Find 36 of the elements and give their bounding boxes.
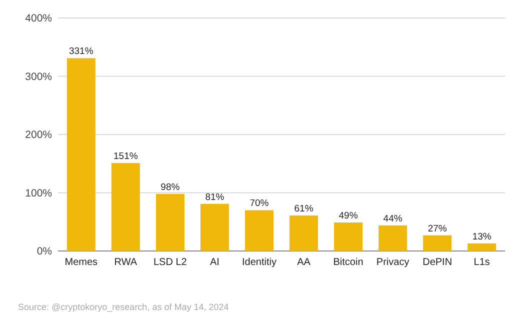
y-tick-label: 200% (25, 129, 52, 142)
x-tick-label: Privacy (376, 257, 410, 268)
data-label: 44% (383, 213, 403, 224)
data-label: 98% (160, 182, 180, 193)
data-label: 13% (472, 231, 492, 242)
bar (334, 222, 363, 251)
x-tick-label: AI (210, 257, 220, 268)
data-label: 70% (250, 198, 270, 210)
y-tick-label: 0% (36, 246, 52, 258)
x-tick-label: Bitcoin (333, 257, 364, 268)
data-label: 331% (68, 46, 94, 58)
source-note: Source: @cryptokoryo_research, as of May 14, 2024 (18, 302, 229, 312)
y-tick-label: 400% (25, 12, 52, 25)
bar (66, 58, 96, 251)
data-label: 61% (294, 203, 314, 214)
x-tick-label: AA (297, 257, 311, 268)
bar (378, 225, 408, 251)
data-label: 151% (114, 151, 138, 162)
data-label: 81% (205, 192, 225, 203)
bar (244, 210, 274, 251)
bar (200, 204, 229, 251)
x-tick-label: RWA (114, 257, 138, 268)
bar (156, 194, 184, 251)
bar (468, 243, 496, 251)
bar (290, 215, 318, 251)
data-label: 49% (338, 210, 358, 222)
x-tick-label: Memes (64, 257, 98, 268)
x-tick-label: LSD L2 (154, 257, 188, 268)
x-tick-label: Identitiy (242, 257, 276, 268)
x-tick-label: L1s (474, 257, 490, 268)
x-tick-label: DePIN (422, 257, 452, 268)
bar (111, 163, 140, 251)
bar (423, 235, 452, 251)
data-label: 27% (428, 223, 448, 234)
y-tick-label: 100% (25, 187, 52, 200)
y-tick-label: 300% (25, 70, 52, 83)
